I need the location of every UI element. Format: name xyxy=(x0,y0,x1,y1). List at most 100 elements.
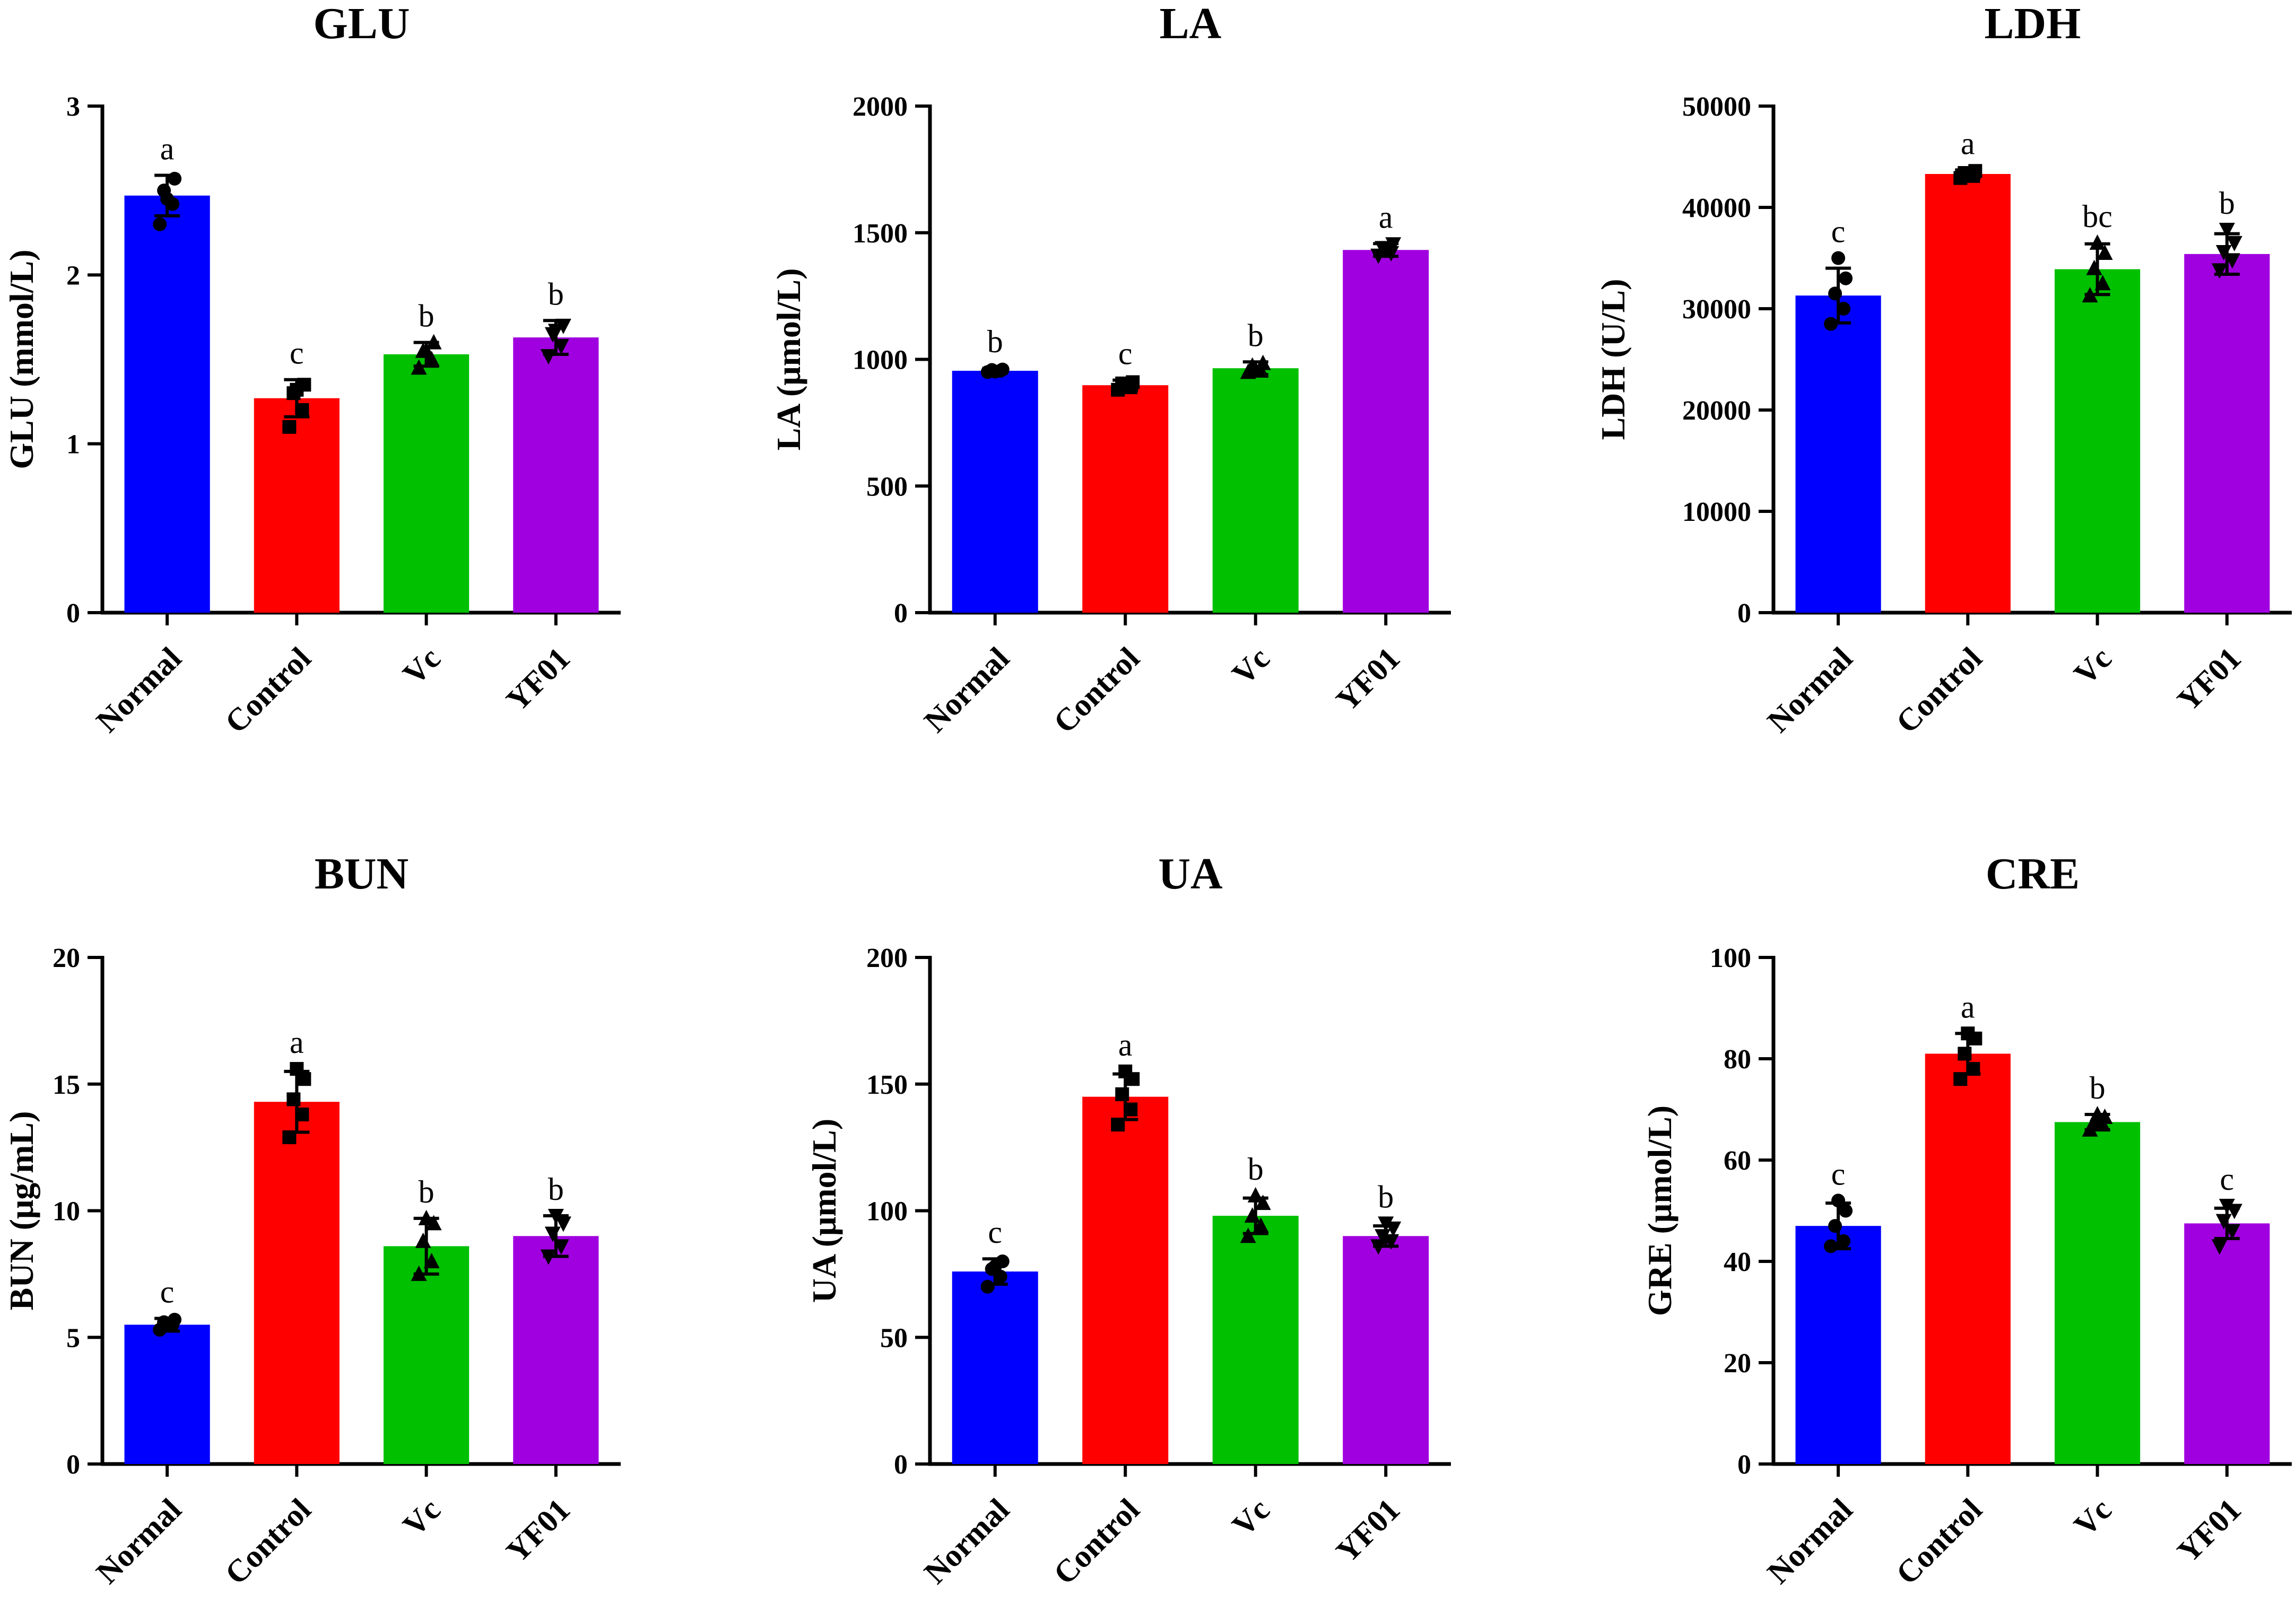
chart-panel-ldh: LDH LDH (U/L) 0 10000 20000 30000 40000 50000 c N… xyxy=(1594,0,2292,740)
significance-letter: a xyxy=(1118,1027,1133,1062)
data-point xyxy=(1378,242,1394,258)
data-point xyxy=(1115,1087,1129,1101)
y-tick-label: 50000 xyxy=(1682,92,1751,122)
data-point xyxy=(153,217,167,231)
chart-title: BUN xyxy=(315,849,408,899)
data-point xyxy=(1824,317,1838,331)
data-point xyxy=(1831,251,1846,265)
data-point xyxy=(168,171,182,186)
chart-title: LDH xyxy=(1984,0,2081,48)
data-point xyxy=(1961,167,1975,181)
chart-title: GLU xyxy=(313,0,410,48)
data-point xyxy=(1961,1026,1975,1041)
data-point xyxy=(2086,259,2102,275)
significance-letter: c xyxy=(2220,1162,2234,1197)
bar-yf01 xyxy=(513,1236,599,1464)
x-tick-label: YF01 xyxy=(499,1492,577,1570)
bar-yf01 xyxy=(513,337,599,613)
data-point xyxy=(2082,287,2098,303)
bar-normal xyxy=(952,1271,1038,1464)
significance-letter: c xyxy=(160,1274,175,1309)
data-point xyxy=(2226,236,2242,251)
x-tick-label: Vc xyxy=(1225,1492,1276,1543)
chart-title: CRE xyxy=(1986,849,2080,899)
data-point xyxy=(555,1216,571,1232)
significance-letter: c xyxy=(290,336,304,371)
y-tick-label: 10 xyxy=(53,1197,80,1227)
data-point xyxy=(988,1259,1002,1274)
bar-vc xyxy=(1212,368,1299,613)
data-point xyxy=(295,403,309,417)
y-tick-label: 40 xyxy=(1724,1247,1751,1277)
x-tick-label: Control xyxy=(1047,1492,1146,1591)
data-point xyxy=(2219,223,2235,239)
data-point xyxy=(1839,1204,1853,1218)
data-point xyxy=(423,351,440,367)
data-point xyxy=(1953,1072,1968,1086)
y-tick-label: 0 xyxy=(1737,1450,1751,1480)
y-axis-label: LA (μmol/L) xyxy=(770,268,807,451)
chart-panel-cre: CRE GRE (μmol/L) 0 20 40 60 80 100 c Normal a Contr… xyxy=(1641,849,2292,1591)
data-point xyxy=(2219,1198,2235,1214)
data-point xyxy=(282,420,297,434)
data-point xyxy=(1244,1207,1260,1223)
bar-control xyxy=(1082,1096,1169,1464)
data-point xyxy=(411,1265,427,1281)
significance-letter: a xyxy=(1961,126,1975,161)
significance-letter: a xyxy=(290,1025,304,1060)
y-tick-label: 100 xyxy=(866,1197,908,1227)
x-tick-label: Vc xyxy=(396,641,447,692)
data-point xyxy=(1385,1221,1402,1237)
significance-letter: b xyxy=(987,324,1003,359)
data-point xyxy=(2224,1224,2240,1240)
significance-letter: c xyxy=(1831,1156,1846,1191)
x-tick-label: Normal xyxy=(1761,641,1859,739)
bar-normal xyxy=(124,195,210,613)
bar-yf01 xyxy=(2184,1223,2270,1464)
x-tick-label: Normal xyxy=(90,1492,188,1591)
data-point xyxy=(1240,1227,1256,1243)
significance-letter: b xyxy=(2219,186,2235,221)
data-point xyxy=(540,1249,556,1265)
bar-normal xyxy=(124,1325,210,1464)
y-tick-label: 2000 xyxy=(853,92,908,122)
x-tick-label: Vc xyxy=(1225,641,1276,692)
y-tick-label: 60 xyxy=(1724,1146,1751,1176)
y-tick-label: 150 xyxy=(866,1070,908,1100)
y-tick-label: 1 xyxy=(66,430,80,460)
data-point xyxy=(555,318,571,334)
data-point xyxy=(425,1215,442,1231)
significance-letter: c xyxy=(1831,214,1846,249)
data-point xyxy=(547,324,564,339)
x-tick-label: YF01 xyxy=(499,641,577,718)
data-point xyxy=(411,359,427,375)
x-tick-label: Control xyxy=(218,1492,317,1591)
data-point xyxy=(2215,245,2232,261)
significance-letter: b xyxy=(548,276,564,311)
data-point xyxy=(1831,1193,1846,1208)
y-tick-label: 200 xyxy=(866,943,908,973)
bar-normal xyxy=(1795,295,1881,613)
significance-letter: bc xyxy=(2082,199,2112,234)
y-axis-label: GLU (mmol/L) xyxy=(3,249,40,469)
data-point xyxy=(1958,1047,1972,1061)
y-tick-label: 50 xyxy=(880,1323,908,1353)
significance-letter: b xyxy=(1248,318,1264,353)
bar-vc xyxy=(384,1246,469,1464)
chart-panel-glu: GLU GLU (mmol/L) 0 1 2 3 a Normal c Control b Vc b YF… xyxy=(3,0,621,740)
data-point xyxy=(423,1253,440,1268)
significance-letter: b xyxy=(548,1172,564,1207)
data-point xyxy=(1375,1229,1391,1245)
data-point xyxy=(1118,1064,1133,1078)
data-point xyxy=(2089,234,2106,250)
significance-letter: b xyxy=(419,1174,434,1209)
bar-normal xyxy=(1795,1226,1881,1464)
data-point xyxy=(290,382,304,397)
y-tick-label: 20 xyxy=(1724,1348,1751,1379)
x-tick-label: Control xyxy=(1889,1492,1988,1591)
data-point xyxy=(553,339,569,355)
data-point xyxy=(2089,1106,2106,1122)
chart-panel-bun: BUN BUN (μg/mL) 0 5 10 15 20 c Normal a Control b Vc… xyxy=(3,849,621,1591)
y-tick-label: 80 xyxy=(1724,1044,1751,1075)
